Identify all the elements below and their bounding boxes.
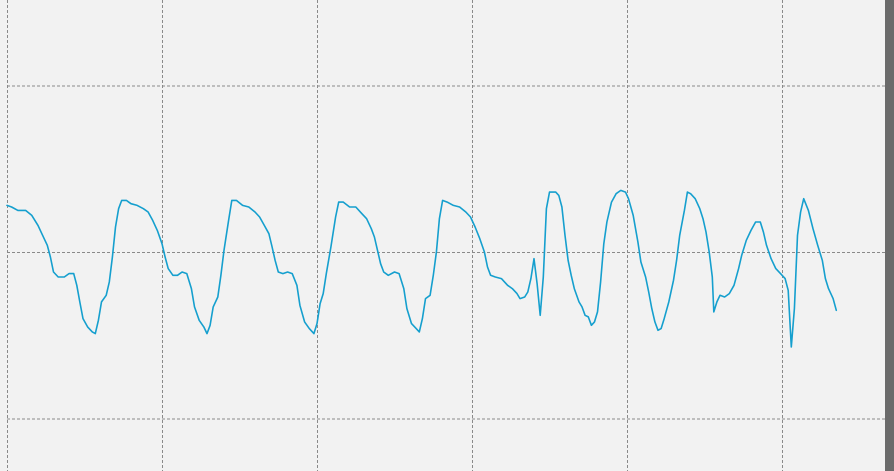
grid-lines <box>7 0 885 471</box>
vertical-scrollbar[interactable] <box>885 0 894 471</box>
series-group <box>6 189 838 348</box>
series-line-0 <box>6 189 838 348</box>
